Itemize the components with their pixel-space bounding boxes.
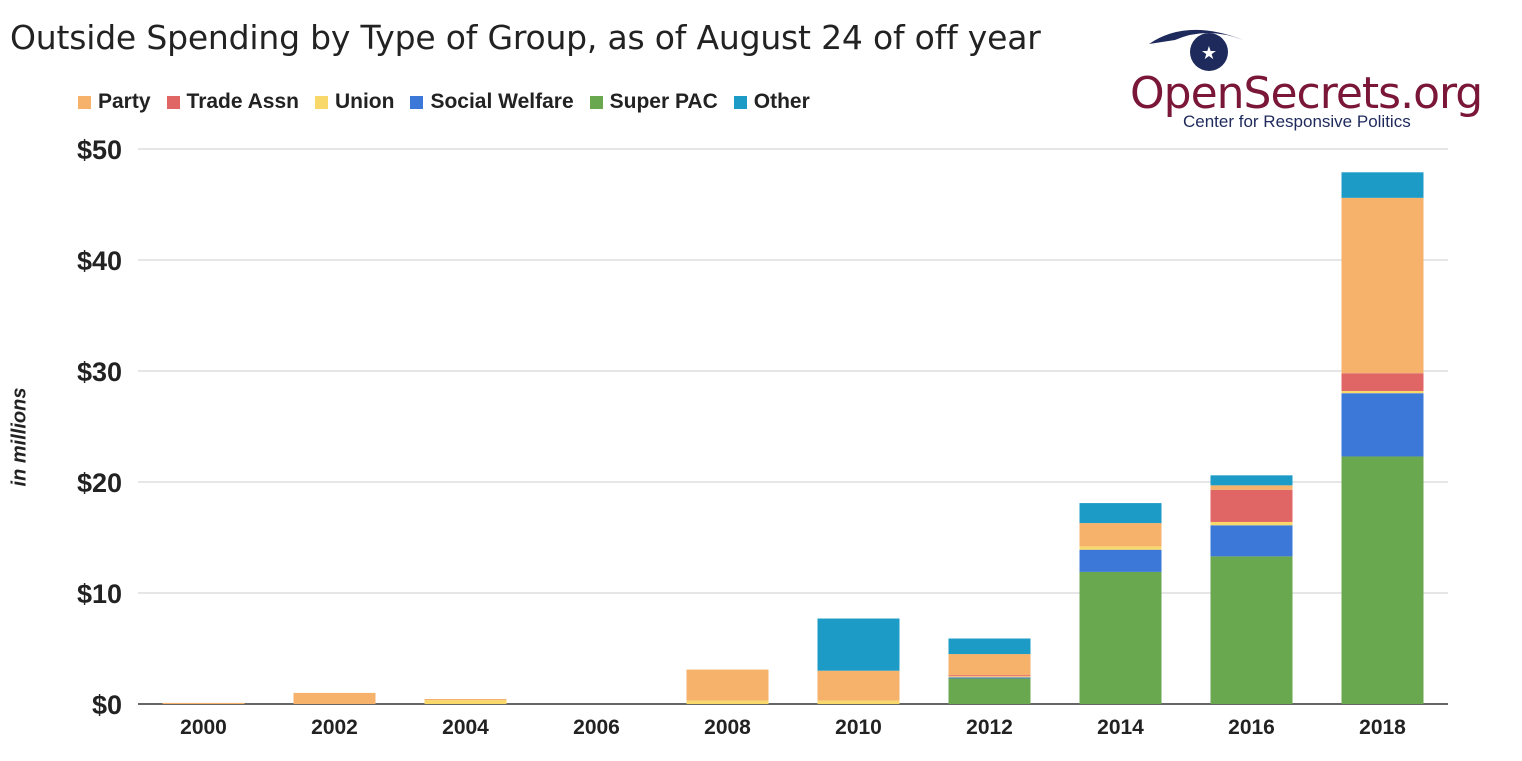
bar-segment (1210, 475, 1293, 486)
legend-swatch (166, 95, 180, 109)
bar-segment (817, 618, 900, 671)
bar-segment (1341, 393, 1424, 457)
bar-segment (424, 699, 507, 701)
legend-swatch (314, 95, 328, 109)
bar-segment (1079, 571, 1162, 704)
y-tick-label: $40 (77, 246, 122, 276)
legend-label: Party (98, 90, 151, 113)
y-tick-label: $10 (77, 579, 122, 609)
x-tick-label: 2004 (442, 716, 489, 739)
legend-item: Party (78, 90, 151, 114)
bar-segment (1210, 489, 1293, 522)
x-tick-label: 2012 (966, 716, 1013, 739)
x-tick-label: 2006 (573, 716, 620, 739)
bar-segment (1210, 485, 1293, 490)
bar-segment (1210, 525, 1293, 557)
x-tick-label: 2008 (704, 716, 751, 739)
x-tick-label: 2010 (835, 716, 882, 739)
bar-segment (948, 675, 1031, 677)
legend-label: Union (334, 90, 395, 113)
logo-star: ★ (1201, 43, 1217, 63)
bar-segment (1341, 456, 1424, 704)
bar-segment (1079, 503, 1162, 524)
bar-segment (948, 676, 1031, 678)
opensecrets-logo: ★ OpenSecrets.org Center for Responsive … (1125, 24, 1483, 136)
bar-segment (948, 677, 1031, 679)
y-tick-label: $20 (77, 468, 122, 498)
legend-swatch (410, 95, 424, 109)
bar-segment (293, 692, 376, 704)
bar-segment (1079, 523, 1162, 547)
bar-segment (1341, 197, 1424, 374)
legend-swatch (78, 95, 91, 109)
legend-item: Super PAC (589, 90, 718, 114)
y-tick-label: $0 (92, 690, 122, 720)
bar-segment (686, 669, 769, 701)
bar-segment (686, 700, 769, 704)
bar-segment (1210, 521, 1293, 526)
legend-label: Other (753, 90, 810, 113)
bar-segment (948, 654, 1031, 676)
eye-icon: ★ (1149, 29, 1243, 71)
chart-legend: Party Trade Assn Union Social Welfare Super … (78, 90, 826, 114)
bar-segment (1079, 546, 1162, 550)
bar-segment (1341, 172, 1424, 198)
bar-segment (1210, 556, 1293, 704)
logo-wordmark: OpenSecrets.org (1130, 68, 1483, 119)
logo-tagline: Center for Responsive Politics (1183, 112, 1411, 131)
bar-segment (1079, 549, 1162, 572)
bar-segment (1341, 390, 1424, 394)
x-tick-label: 2000 (180, 716, 227, 739)
legend-swatch (589, 95, 603, 109)
chart-title: Outside Spending by Type of Group, as of… (10, 18, 1041, 57)
legend-item: Trade Assn (166, 90, 299, 114)
x-tick-label: 2016 (1228, 716, 1275, 739)
bar-segment (1341, 373, 1424, 391)
bar-segment (948, 638, 1031, 655)
legend-label: Trade Assn (186, 90, 299, 113)
y-tick-label: $50 (77, 135, 122, 165)
legend-item: Social Welfare (410, 90, 574, 114)
legend-item: Union (314, 90, 395, 114)
x-tick-label: 2002 (311, 716, 358, 739)
legend-swatch (733, 95, 747, 109)
legend-item: Other (733, 90, 810, 114)
legend-label: Social Welfare (430, 90, 574, 113)
bar-segment (162, 702, 245, 704)
x-tick-label: 2018 (1359, 716, 1406, 739)
y-tick-label: $30 (77, 357, 122, 387)
x-tick-label: 2014 (1097, 716, 1144, 739)
bar-segment (424, 700, 507, 704)
legend-label: Super PAC (609, 90, 718, 113)
bar-segment (817, 670, 900, 701)
bar-segment (817, 700, 900, 704)
bar-segment (948, 678, 1031, 704)
